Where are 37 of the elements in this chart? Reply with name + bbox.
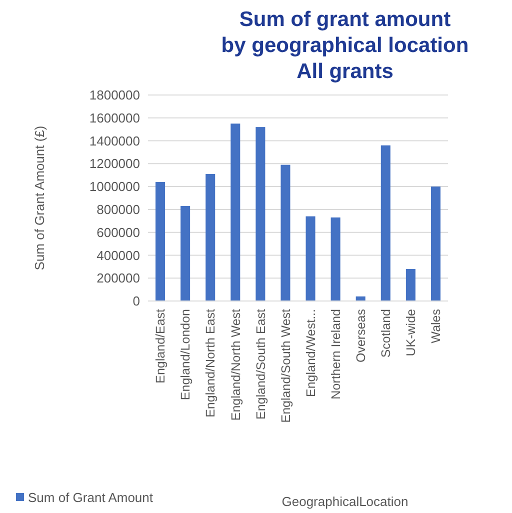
bar xyxy=(280,164,290,301)
bar xyxy=(156,182,166,301)
chart-title: Sum of grant amount by geographical location All grants xyxy=(221,8,469,83)
y-tick-label: 1800000 xyxy=(89,88,140,103)
bar xyxy=(256,127,266,301)
y-tick-label: 800000 xyxy=(96,202,140,217)
x-tick-label: England/South East xyxy=(254,308,268,420)
y-tick-label: 0 xyxy=(132,294,140,309)
y-tick-label: 1000000 xyxy=(89,179,140,194)
bar xyxy=(430,186,440,301)
x-tick-label: Scotland xyxy=(379,308,394,358)
y-tick-label: 1400000 xyxy=(89,133,140,148)
y-tick-label: 1200000 xyxy=(89,156,140,172)
x-tick-label: Overseas xyxy=(354,309,368,362)
bar xyxy=(206,174,216,301)
y-tick-label: 400000 xyxy=(96,248,140,263)
x-tick-label: England/North West xyxy=(228,308,243,421)
x-tick-label: England/North East xyxy=(204,308,218,418)
legend-label: Sum of Grant Amount xyxy=(28,490,154,505)
x-tick-label: England/West... xyxy=(304,309,318,398)
bar xyxy=(230,124,240,301)
bar xyxy=(380,145,390,301)
x-tick-label: Wales xyxy=(429,309,444,344)
text: GeographicalLocation xyxy=(282,494,408,509)
y-tick-label: 600000 xyxy=(96,224,140,240)
bar xyxy=(306,216,316,301)
bar xyxy=(330,217,340,301)
bar xyxy=(406,268,416,301)
y-axis-title: Sum of Grant Amount (£) xyxy=(32,126,47,270)
x-tick-label: UK-wide xyxy=(404,308,418,356)
x-tick-label: England/East xyxy=(154,308,168,384)
bar xyxy=(180,206,190,301)
x-tick-label: Northern Ireland xyxy=(328,308,343,400)
x-tick-label: England/London xyxy=(178,308,193,400)
y-tick-label: 1600000 xyxy=(89,110,140,126)
y-tick-label: 200000 xyxy=(96,270,140,286)
x-tick-label: England/South West xyxy=(278,308,293,423)
